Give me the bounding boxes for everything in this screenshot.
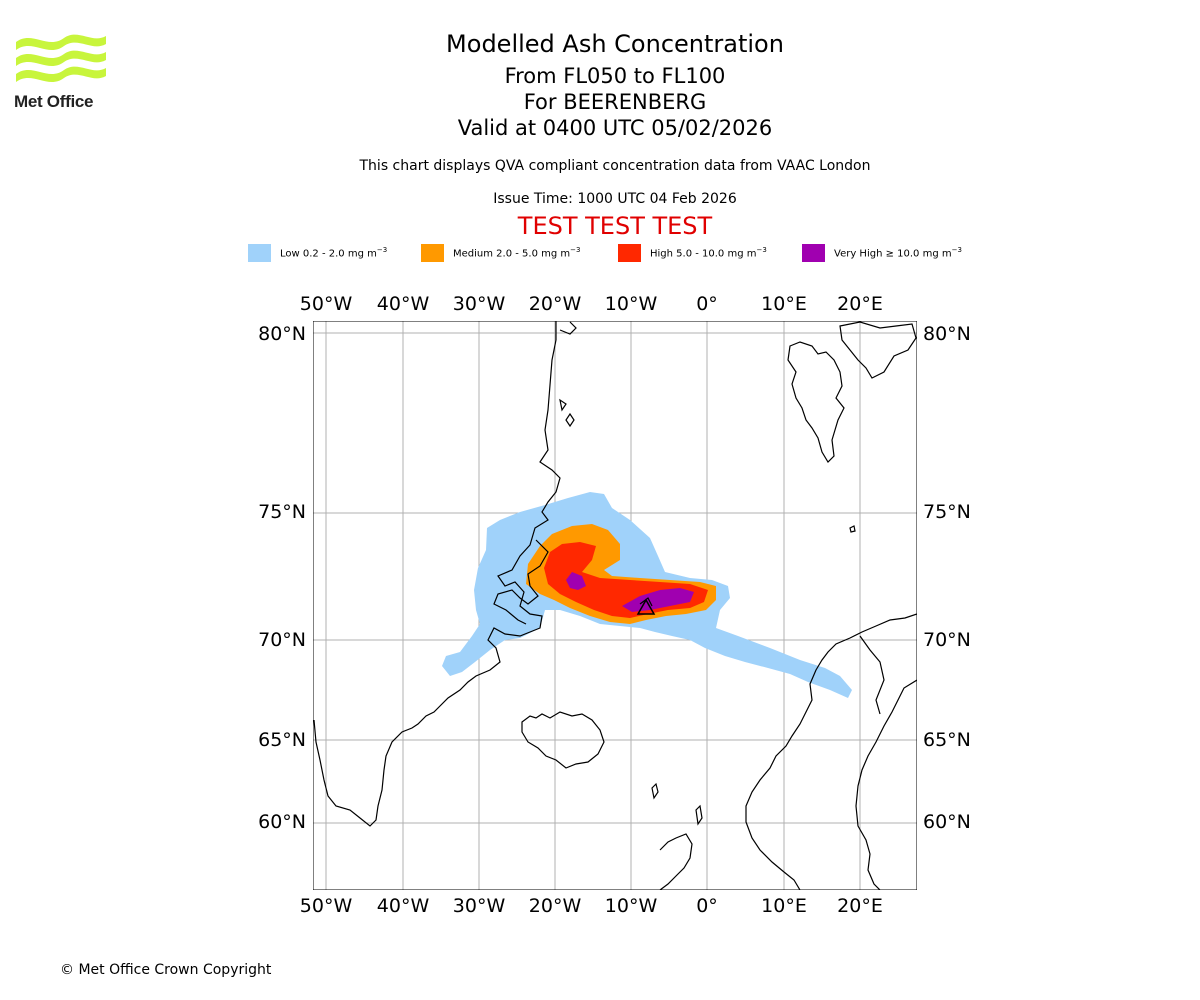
legend-item-very-high: Very High ≥ 10.0 mg m−3 [802, 244, 962, 262]
lat-label-right: 70°N [923, 629, 971, 651]
greenland-coast-north [559, 321, 577, 335]
lat-label-right: 65°N [923, 729, 971, 751]
legend-swatch-low [248, 244, 271, 262]
lon-label-top: 20°W [529, 293, 582, 315]
lat-label-left: 60°N [258, 811, 306, 833]
lon-label-bottom: 30°W [453, 895, 506, 917]
lat-label-left: 70°N [258, 629, 306, 651]
lat-label-left: 80°N [258, 323, 306, 345]
lon-label-bottom: 20°W [529, 895, 582, 917]
lon-labels-bottom: 50°W 40°W 30°W 20°W 10°W 0° 10°E 20°E [300, 895, 883, 917]
legend-unit-low: −3 [376, 246, 388, 255]
lat-label-right: 60°N [923, 811, 971, 833]
lat-label-right: 75°N [923, 501, 971, 523]
lon-label-top: 20°E [837, 293, 883, 315]
legend-unit-medium: −3 [570, 246, 581, 255]
volcano-name: For BEERENBERG [523, 90, 707, 114]
greenland-coast [313, 321, 561, 827]
svalbard-coast [787, 341, 845, 463]
svalbard-east [839, 321, 917, 379]
map-area [313, 321, 917, 890]
ash-very-high-region-2 [622, 588, 694, 612]
lat-label-left: 65°N [258, 729, 306, 751]
coastlines [313, 321, 917, 890]
met-office-logo-text: Met Office [14, 92, 94, 111]
test-banner: TEST TEST TEST [517, 212, 713, 240]
disclaimer-text: This chart displays QVA compliant concen… [359, 158, 871, 174]
lat-label-left: 75°N [258, 501, 306, 523]
volcano-marker [636, 598, 656, 615]
scotland-coast [659, 833, 693, 890]
legend-label-very-high: Very High ≥ 10.0 mg m [834, 248, 952, 260]
lon-labels-top: 50°W 40°W 30°W 20°W 10°W 0° 10°E 20°E [300, 293, 883, 315]
legend-swatch-high [618, 244, 641, 262]
legend-item-low: Low 0.2 - 2.0 mg m−3 [248, 244, 387, 262]
lon-label-top: 50°W [300, 293, 353, 315]
lon-label-top: 0° [696, 293, 718, 315]
copyright-notice: © Met Office Crown Copyright [60, 962, 272, 978]
chart-title: Modelled Ash Concentration [446, 30, 784, 58]
finland-coast [859, 635, 885, 715]
legend-label-low: Low 0.2 - 2.0 mg m [280, 248, 377, 260]
volcano-marker-line [639, 597, 653, 607]
lon-label-bottom: 10°W [605, 895, 658, 917]
lat-label-right: 80°N [923, 323, 971, 345]
valid-time: Valid at 0400 UTC 05/02/2026 [457, 116, 773, 140]
met-office-waves-icon [16, 34, 106, 82]
issue-time: Issue Time: 1000 UTC 04 Feb 2026 [493, 191, 737, 207]
legend-item-medium: Medium 2.0 - 5.0 mg m−3 [421, 244, 580, 262]
lon-label-bottom: 0° [696, 895, 718, 917]
legend-item-high: High 5.0 - 10.0 mg m−3 [618, 244, 767, 262]
sweden-coast [855, 679, 917, 890]
legend-unit-high: −3 [756, 246, 767, 255]
lon-label-top: 30°W [453, 293, 506, 315]
lat-labels-left: 80°N 75°N 70°N 65°N 60°N [258, 323, 306, 833]
lon-label-top: 10°W [605, 293, 658, 315]
greenland-island-2 [559, 398, 567, 412]
greenland-island-1 [565, 412, 575, 428]
bear-island [849, 525, 856, 533]
legend-swatch-very-high [802, 244, 825, 262]
shetland [695, 804, 703, 826]
legend-label-high: High 5.0 - 10.0 mg m [650, 248, 757, 260]
legend-unit-very-high: −3 [951, 246, 962, 255]
lon-label-bottom: 20°E [837, 895, 883, 917]
ash-very-high-region [566, 572, 586, 590]
lon-label-bottom: 50°W [300, 895, 353, 917]
lon-label-bottom: 10°E [761, 895, 807, 917]
norway-coast [745, 613, 917, 890]
lat-labels-right: 80°N 75°N 70°N 65°N 60°N [923, 323, 971, 833]
legend-label-medium: Medium 2.0 - 5.0 mg m [453, 248, 571, 260]
iceland-coast [521, 711, 605, 769]
legend-swatch-medium [421, 244, 444, 262]
greenland-fjord [493, 539, 549, 625]
faroe-islands [651, 782, 659, 800]
lon-label-bottom: 40°W [377, 895, 430, 917]
lon-label-top: 10°E [761, 293, 807, 315]
met-office-logo: Met Office [14, 30, 110, 112]
lon-label-top: 40°W [377, 293, 430, 315]
flight-levels: From FL050 to FL100 [504, 64, 726, 88]
